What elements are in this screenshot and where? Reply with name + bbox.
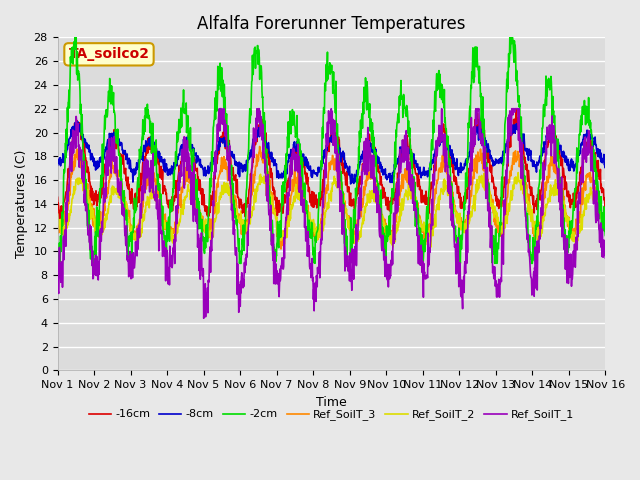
-2cm [602, 233, 609, 239]
Ref_SoilT_2 [133, 245, 141, 251]
Ref_SoilT_3 [237, 216, 244, 221]
-16cm [163, 191, 170, 196]
-16cm [513, 106, 520, 111]
Ref_SoilT_1 [417, 242, 425, 248]
-2cm [176, 130, 184, 135]
Ref_SoilT_1 [237, 274, 245, 280]
Ref_SoilT_1 [200, 315, 207, 321]
Ref_SoilT_3 [256, 144, 264, 149]
Ref_SoilT_1 [162, 245, 170, 251]
Ref_SoilT_3 [54, 223, 61, 229]
Ref_SoilT_1 [489, 270, 497, 276]
-8cm [537, 156, 545, 162]
-16cm [237, 200, 245, 206]
-8cm [347, 181, 355, 187]
-8cm [489, 157, 497, 163]
-2cm [537, 175, 545, 181]
Ref_SoilT_1 [602, 255, 609, 261]
Ref_SoilT_2 [237, 208, 245, 214]
-16cm [417, 189, 424, 194]
-2cm [417, 231, 424, 237]
-2cm [237, 261, 245, 266]
Ref_SoilT_3 [417, 219, 425, 225]
-8cm [237, 165, 245, 171]
-16cm [488, 173, 496, 179]
Line: -2cm: -2cm [58, 37, 605, 264]
Ref_SoilT_2 [488, 206, 496, 212]
Text: TA_soilco2: TA_soilco2 [68, 48, 150, 61]
-8cm [602, 165, 609, 170]
-2cm [71, 35, 79, 40]
Ref_SoilT_2 [537, 229, 545, 235]
Ref_SoilT_1 [216, 106, 223, 111]
-8cm [74, 119, 81, 124]
Line: Ref_SoilT_3: Ref_SoilT_3 [58, 146, 605, 249]
-16cm [537, 187, 545, 193]
Ref_SoilT_2 [54, 216, 61, 221]
Y-axis label: Temperatures (C): Temperatures (C) [15, 150, 28, 258]
Ref_SoilT_2 [163, 226, 170, 231]
-2cm [488, 260, 496, 266]
Ref_SoilT_3 [602, 226, 609, 231]
-2cm [54, 261, 61, 266]
Ref_SoilT_2 [417, 220, 424, 226]
Ref_SoilT_3 [175, 202, 183, 208]
Line: -16cm: -16cm [58, 108, 605, 218]
Ref_SoilT_3 [277, 246, 285, 252]
-16cm [176, 167, 184, 173]
-8cm [176, 152, 184, 158]
Line: -8cm: -8cm [58, 121, 605, 184]
Title: Alfalfa Forerunner Temperatures: Alfalfa Forerunner Temperatures [197, 15, 466, 33]
Line: Ref_SoilT_2: Ref_SoilT_2 [58, 173, 605, 248]
Ref_SoilT_1 [54, 280, 61, 286]
-16cm [54, 194, 61, 200]
X-axis label: Time: Time [316, 396, 347, 408]
Legend: -16cm, -8cm, -2cm, Ref_SoilT_3, Ref_SoilT_2, Ref_SoilT_1: -16cm, -8cm, -2cm, Ref_SoilT_3, Ref_Soil… [84, 405, 579, 425]
-2cm [163, 247, 170, 253]
-16cm [56, 216, 63, 221]
Line: Ref_SoilT_1: Ref_SoilT_1 [58, 108, 605, 318]
Ref_SoilT_1 [537, 205, 545, 211]
-8cm [54, 162, 61, 168]
Ref_SoilT_3 [537, 221, 545, 227]
Ref_SoilT_2 [176, 216, 184, 222]
-8cm [417, 175, 425, 180]
-16cm [602, 197, 609, 203]
Ref_SoilT_3 [162, 218, 170, 224]
Ref_SoilT_2 [602, 226, 609, 232]
Ref_SoilT_3 [489, 197, 497, 203]
Ref_SoilT_2 [515, 170, 522, 176]
Ref_SoilT_1 [175, 188, 183, 193]
-8cm [163, 161, 170, 167]
